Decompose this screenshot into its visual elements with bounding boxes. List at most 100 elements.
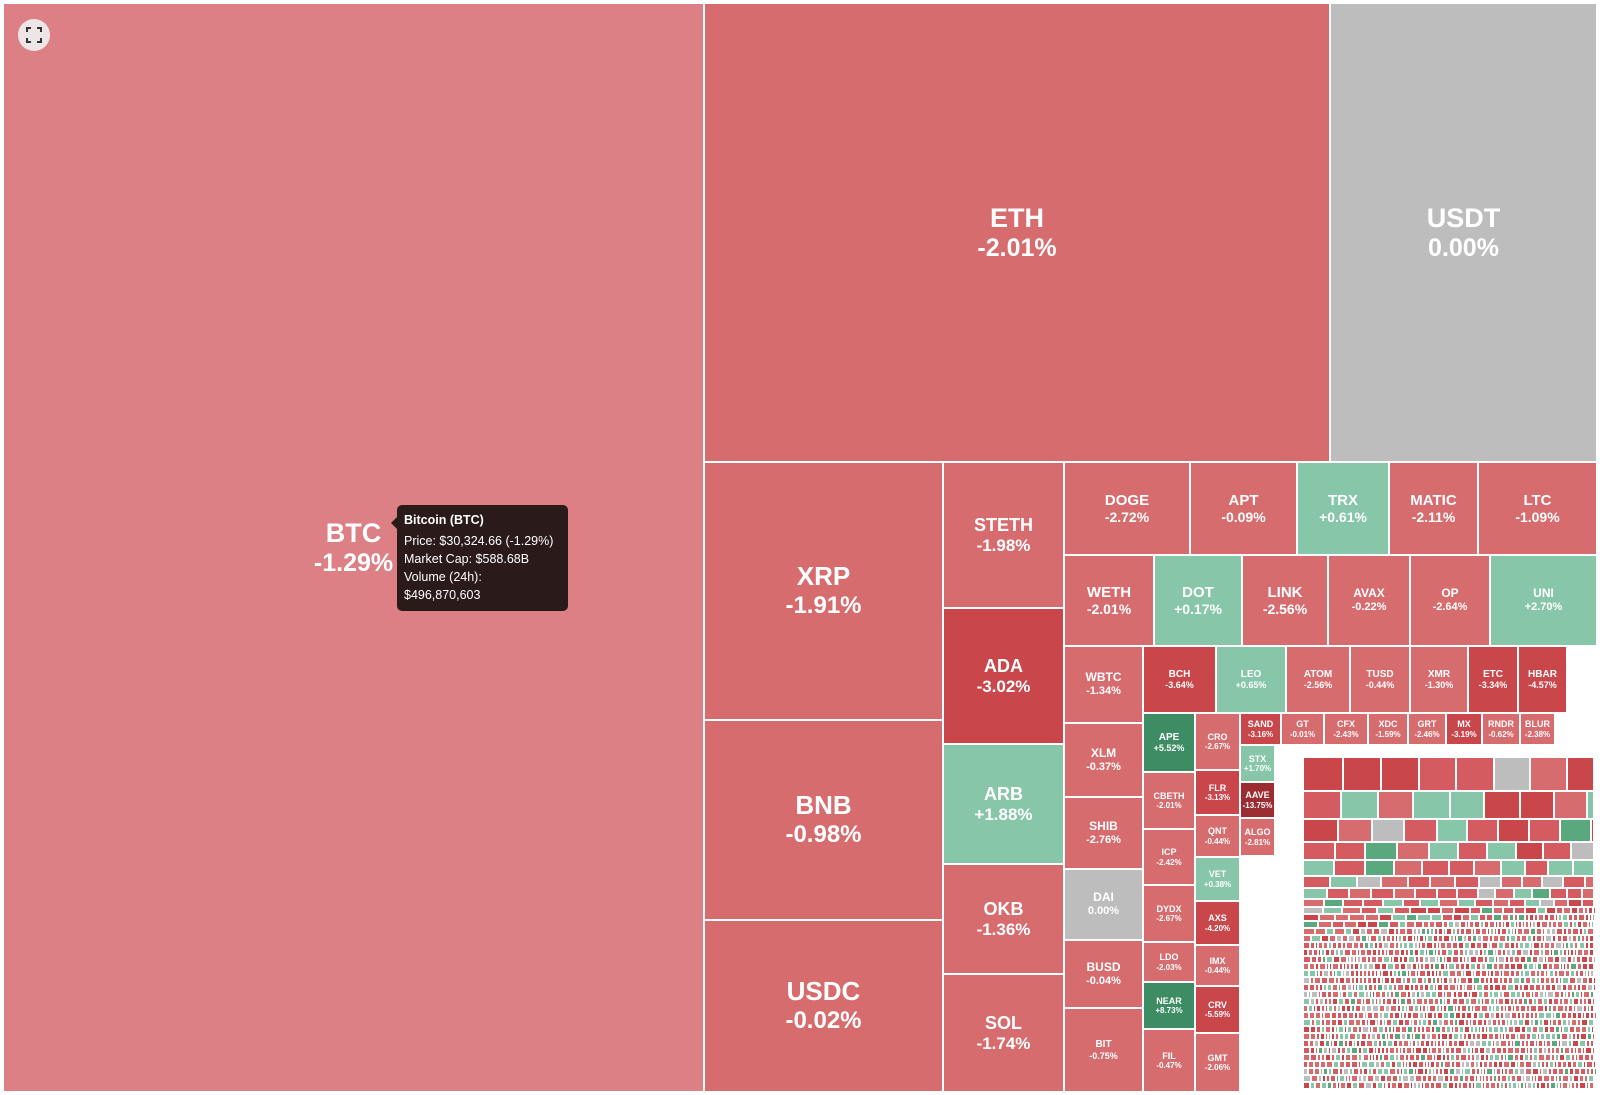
mini-coin-tile[interactable] — [1318, 942, 1324, 950]
mini-coin-tile[interactable] — [1551, 935, 1557, 943]
mini-coin-tile[interactable] — [1450, 791, 1484, 819]
mini-coin-tile[interactable] — [1591, 1047, 1595, 1055]
mini-coin-tile[interactable] — [1420, 898, 1440, 908]
coin-tile-trx[interactable]: TRX +0.61% — [1297, 462, 1389, 555]
mini-coin-tile[interactable] — [1585, 1047, 1592, 1055]
mini-coin-tile[interactable] — [1448, 970, 1456, 978]
mini-coin-tile[interactable] — [1320, 1019, 1325, 1027]
mini-coin-tile[interactable] — [1458, 1019, 1466, 1027]
mini-coin-tile[interactable] — [1367, 1012, 1373, 1020]
mini-coin-tile[interactable] — [1546, 1040, 1552, 1048]
mini-coin-tile[interactable] — [1346, 1005, 1352, 1013]
mini-coin-tile[interactable] — [1416, 963, 1421, 971]
mini-coin-tile[interactable] — [1453, 914, 1462, 922]
mini-coin-tile[interactable] — [1375, 1019, 1379, 1027]
mini-coin-tile[interactable] — [1542, 1019, 1549, 1027]
mini-coin-tile[interactable] — [1476, 1019, 1483, 1027]
mini-coin-tile[interactable] — [1454, 963, 1461, 971]
mini-coin-tile[interactable] — [1397, 1040, 1404, 1048]
mini-coin-tile[interactable] — [1378, 1005, 1385, 1013]
mini-coin-tile[interactable] — [1517, 928, 1523, 936]
mini-coin-tile[interactable] — [1590, 1040, 1594, 1048]
mini-coin-tile[interactable] — [1498, 1033, 1503, 1041]
mini-coin-tile[interactable] — [1383, 956, 1391, 964]
mini-coin-tile[interactable] — [1489, 928, 1495, 936]
mini-coin-tile[interactable] — [1481, 963, 1487, 971]
mini-coin-tile[interactable] — [1333, 1040, 1339, 1048]
mini-coin-tile[interactable] — [1338, 1026, 1344, 1034]
mini-coin-tile[interactable] — [1497, 942, 1505, 950]
mini-coin-tile[interactable] — [1396, 1005, 1402, 1013]
coin-tile-mx[interactable]: MX -3.19% — [1446, 713, 1482, 745]
mini-coin-tile[interactable] — [1428, 998, 1435, 1006]
mini-coin-tile[interactable] — [1359, 970, 1364, 978]
mini-coin-tile[interactable] — [1587, 928, 1594, 936]
mini-coin-tile[interactable] — [1341, 991, 1348, 999]
coin-tile-aave[interactable]: AAVE -13.75% — [1240, 782, 1275, 818]
mini-coin-tile[interactable] — [1363, 984, 1368, 992]
mini-coin-tile[interactable] — [1323, 984, 1327, 992]
mini-coin-tile[interactable] — [1326, 984, 1333, 992]
mini-coin-tile[interactable] — [1441, 914, 1454, 922]
mini-coin-tile[interactable] — [1435, 956, 1440, 964]
mini-coin-tile[interactable] — [1442, 991, 1447, 999]
mini-coin-tile[interactable] — [1499, 991, 1504, 999]
mini-coin-tile[interactable] — [1398, 935, 1403, 943]
mini-coin-tile[interactable] — [1509, 998, 1514, 1006]
mini-coin-tile[interactable] — [1503, 991, 1510, 999]
coin-tile-shib[interactable]: SHIB -2.76% — [1064, 797, 1143, 869]
mini-coin-tile[interactable] — [1413, 949, 1420, 957]
coin-tile-blur[interactable]: BLUR -2.38% — [1520, 713, 1555, 745]
mini-coin-tile[interactable] — [1575, 1026, 1581, 1034]
mini-coin-tile[interactable] — [1588, 977, 1593, 985]
mini-coin-tile[interactable] — [1448, 1012, 1456, 1020]
mini-coin-tile[interactable] — [1347, 1026, 1353, 1034]
mini-coin-tile[interactable] — [1442, 1012, 1449, 1020]
mini-coin-tile[interactable] — [1303, 984, 1310, 992]
mini-coin-tile[interactable] — [1442, 998, 1447, 1006]
mini-coin-tile[interactable] — [1507, 984, 1515, 992]
mini-coin-tile[interactable] — [1474, 970, 1481, 978]
mini-coin-tile[interactable] — [1388, 1047, 1395, 1055]
mini-coin-tile[interactable] — [1498, 977, 1504, 985]
mini-coin-tile[interactable] — [1464, 998, 1471, 1006]
mini-coin-tile[interactable] — [1491, 1019, 1498, 1027]
coin-tile-sol[interactable]: SOL -1.74% — [943, 974, 1064, 1092]
mini-coin-tile[interactable] — [1441, 970, 1449, 978]
mini-coin-tile[interactable] — [1563, 991, 1568, 999]
mini-coin-tile[interactable] — [1434, 970, 1439, 978]
coin-tile-xlm[interactable]: XLM -0.37% — [1064, 723, 1143, 797]
mini-coin-tile[interactable] — [1561, 942, 1566, 950]
mini-coin-tile[interactable] — [1303, 791, 1342, 819]
mini-coin-tile[interactable] — [1440, 949, 1447, 957]
mini-coin-tile[interactable] — [1441, 1040, 1445, 1048]
mini-coin-tile[interactable] — [1369, 1019, 1376, 1027]
mini-coin-tile[interactable] — [1356, 921, 1368, 929]
mini-coin-tile[interactable] — [1584, 942, 1589, 950]
mini-coin-tile[interactable] — [1549, 942, 1555, 950]
mini-coin-tile[interactable] — [1507, 977, 1513, 985]
mini-coin-tile[interactable] — [1556, 907, 1564, 915]
mini-coin-tile[interactable] — [1483, 998, 1491, 1006]
mini-coin-tile[interactable] — [1556, 1033, 1562, 1041]
mini-coin-tile[interactable] — [1427, 949, 1435, 957]
mini-coin-tile[interactable] — [1331, 1012, 1338, 1020]
mini-coin-tile[interactable] — [1519, 942, 1525, 950]
mini-coin-tile[interactable] — [1348, 888, 1371, 899]
mini-coin-tile[interactable] — [1303, 942, 1311, 950]
mini-coin-tile[interactable] — [1332, 1068, 1339, 1076]
mini-coin-tile[interactable] — [1388, 949, 1394, 957]
mini-coin-tile[interactable] — [1443, 1005, 1448, 1013]
mini-coin-tile[interactable] — [1457, 1005, 1461, 1013]
mini-coin-tile[interactable] — [1373, 984, 1377, 992]
mini-coin-tile[interactable] — [1303, 1082, 1310, 1089]
mini-coin-tile[interactable] — [1434, 1026, 1441, 1034]
mini-coin-tile[interactable] — [1578, 942, 1585, 950]
mini-coin-tile[interactable] — [1545, 1033, 1552, 1041]
mini-coin-tile[interactable] — [1526, 1005, 1531, 1013]
mini-coin-tile[interactable] — [1389, 921, 1399, 929]
mini-coin-tile[interactable] — [1447, 921, 1455, 929]
mini-coin-tile[interactable] — [1553, 956, 1561, 964]
mini-coin-tile[interactable] — [1525, 921, 1529, 929]
mini-coin-tile[interactable] — [1372, 1012, 1379, 1020]
